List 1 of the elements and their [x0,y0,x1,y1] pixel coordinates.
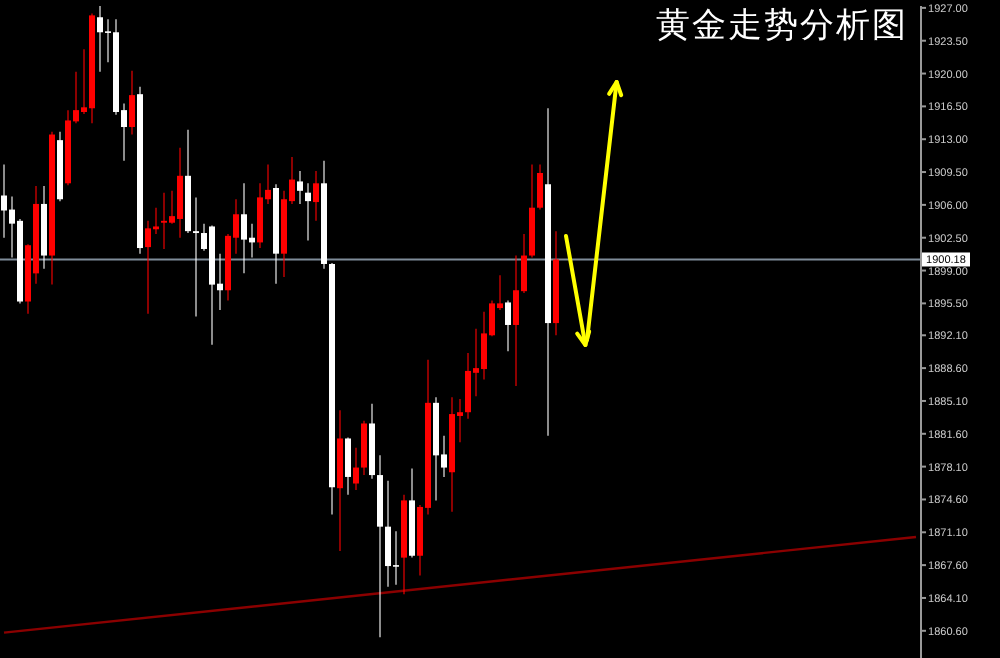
chart-title: 黄金走势分析图 [656,6,908,46]
